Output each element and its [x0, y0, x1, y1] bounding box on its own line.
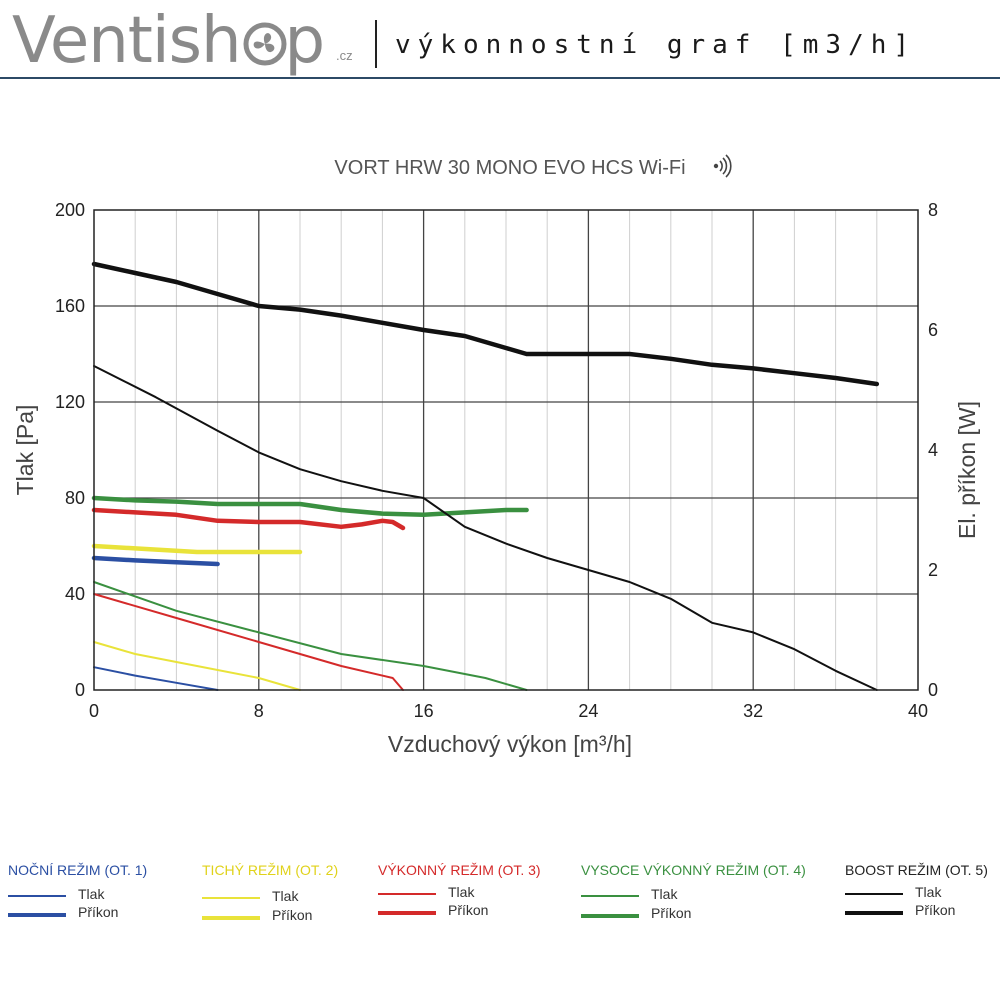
y-tick-label: 80 — [65, 488, 85, 508]
y2-tick-label: 0 — [928, 680, 938, 700]
wifi-icon — [713, 154, 732, 178]
fan-icon — [243, 22, 287, 66]
y-tick-label: 0 — [75, 680, 85, 700]
series-line-5 — [91, 507, 406, 531]
legend-label-tlak: Tlak — [915, 884, 942, 900]
y2-tick-label: 8 — [928, 200, 938, 220]
series-line-7 — [91, 495, 529, 518]
legend-title: VÝKONNÝ REŽIM (OT. 3) — [378, 862, 541, 878]
legend-line-prikon — [845, 911, 903, 915]
legend-line-prikon — [8, 913, 66, 917]
legend-item-nocni: NOČNÍ REŽIM (OT. 1) Tlak Příkon — [8, 862, 147, 924]
legend-line-tlak — [581, 895, 639, 897]
series-layer — [91, 261, 880, 691]
legend-label-prikon: Příkon — [651, 905, 692, 921]
header-rule — [0, 77, 1000, 79]
series-line-6 — [93, 581, 528, 691]
legend-label-tlak: Tlak — [651, 886, 678, 902]
brand-text-end: p — [284, 4, 326, 78]
y-axis-label: Tlak [Pa] — [12, 405, 38, 496]
x-tick-label: 0 — [89, 701, 99, 721]
series-line-3 — [91, 543, 303, 555]
x-tick-label: 32 — [743, 701, 763, 721]
y-tick-label: 200 — [55, 200, 85, 220]
legend-item-vykonny: VÝKONNÝ REŽIM (OT. 3) Tlak Příkon — [378, 862, 541, 922]
y2-tick-label: 2 — [928, 560, 938, 580]
brand-text-start: Ventish — [12, 4, 242, 78]
series-line-4 — [93, 593, 404, 691]
page-title: výkonnostní graf [m3/h] — [395, 30, 917, 60]
header: Ventish p .cz výkonnostní graf [m3/h] — [0, 0, 1000, 80]
legend-label-prikon: Příkon — [272, 907, 313, 923]
legend-line-tlak — [845, 893, 903, 895]
legend-title: TICHÝ REŽIM (OT. 2) — [202, 862, 339, 878]
y-tick-label: 40 — [65, 584, 85, 604]
legend-label-prikon: Příkon — [78, 904, 119, 920]
plot-frame — [93, 209, 919, 691]
legend-label-prikon: Příkon — [448, 902, 489, 918]
y2-tick-label: 4 — [928, 440, 938, 460]
y2-axis-label: El. příkon [W] — [954, 401, 980, 539]
header-divider — [375, 20, 377, 68]
legend-title: BOOST REŽIM (OT. 5) — [845, 862, 988, 878]
y-tick-label: 120 — [55, 392, 85, 412]
series-line-2 — [93, 641, 301, 691]
brand-logo[interactable]: Ventish p — [12, 2, 326, 80]
legend-label-tlak: Tlak — [272, 888, 299, 904]
y-tick-label: 160 — [55, 296, 85, 316]
legend-line-prikon — [378, 911, 436, 915]
legend-line-prikon — [202, 916, 260, 920]
x-axis-label: Vzduchový výkon [m³/h] — [388, 731, 632, 757]
legend-title: NOČNÍ REŽIM (OT. 1) — [8, 862, 148, 878]
legend-label-prikon: Příkon — [915, 902, 956, 918]
legend-line-tlak — [202, 897, 260, 899]
x-tick-label: 16 — [414, 701, 434, 721]
legend-label-tlak: Tlak — [78, 886, 105, 902]
x-tick-label: 24 — [578, 701, 598, 721]
series-line-8 — [93, 365, 878, 691]
legend-line-prikon — [581, 914, 639, 918]
x-tick-label: 8 — [254, 701, 264, 721]
legend: NOČNÍ REŽIM (OT. 1) Tlak Příkon TICHÝ RE… — [0, 862, 1000, 962]
series-line-0 — [93, 666, 219, 691]
series-line-9 — [91, 261, 880, 387]
series-line-1 — [91, 555, 220, 567]
legend-line-tlak — [8, 895, 66, 897]
legend-item-tichy: TICHÝ REŽIM (OT. 2) Tlak Příkon — [202, 862, 338, 927]
y2-tick-label: 6 — [928, 320, 938, 340]
legend-item-vysoce: VYSOCE VÝKONNÝ REŽIM (OT. 4) Tlak Příkon — [581, 862, 806, 925]
grid — [94, 210, 918, 690]
chart-title: VORT HRW 30 MONO EVO HCS Wi-Fi — [334, 157, 685, 179]
brand-tld: .cz — [336, 48, 353, 63]
legend-title: VYSOCE VÝKONNÝ REŽIM (OT. 4) — [581, 862, 806, 878]
x-tick-label: 40 — [908, 701, 928, 721]
legend-line-tlak — [378, 893, 436, 895]
legend-item-boost: BOOST REŽIM (OT. 5) Tlak Příkon — [845, 862, 988, 922]
legend-label-tlak: Tlak — [448, 884, 475, 900]
